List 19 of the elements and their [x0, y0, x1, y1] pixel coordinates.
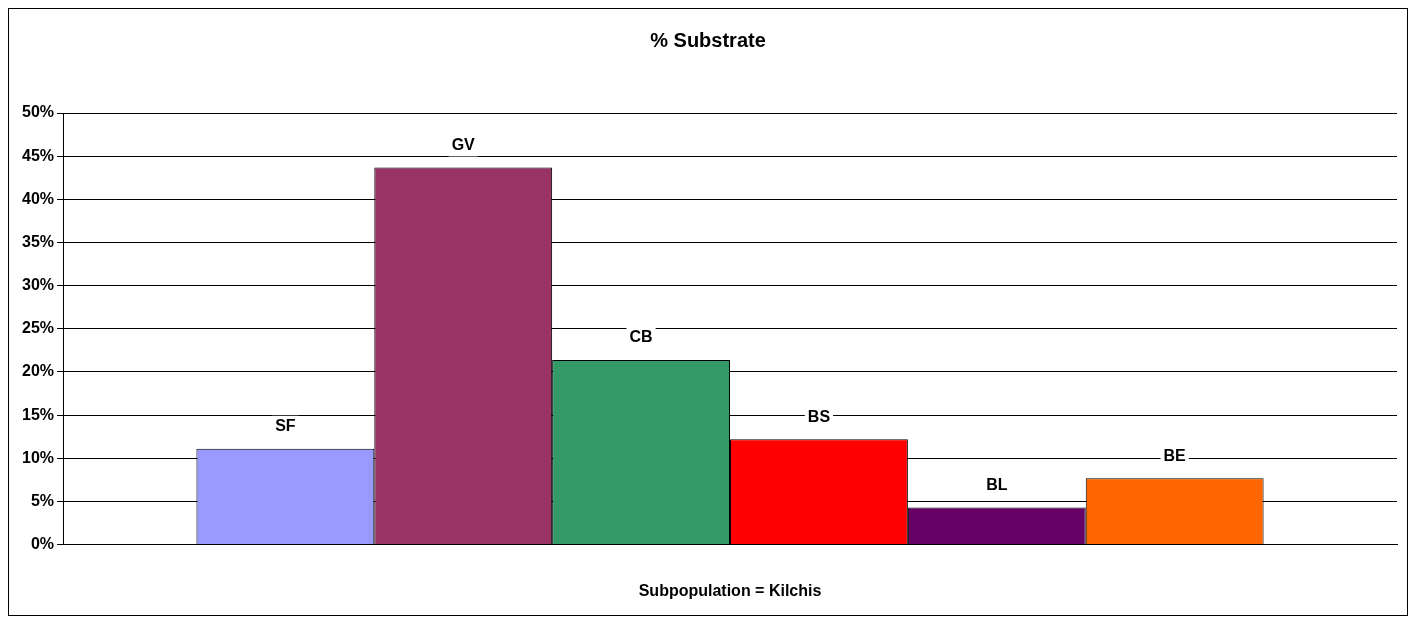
y-tick-label: 5%: [30, 491, 55, 509]
series-label: BE: [1163, 446, 1187, 464]
x-axis-title: Subpopulation = Kilchis: [638, 581, 822, 599]
y-tick-label: 10%: [21, 448, 55, 466]
y-tick-label: 45%: [21, 146, 55, 164]
y-tick-label: 30%: [21, 276, 55, 294]
series-label: BL: [986, 475, 1008, 493]
y-tick-label: 15%: [21, 405, 55, 423]
chart-title: % Substrate: [650, 28, 766, 51]
y-tick-label: 35%: [21, 232, 55, 250]
y-tick-label: 50%: [21, 103, 55, 121]
series-label: BS: [807, 407, 831, 425]
series-label: SF: [275, 417, 296, 435]
y-tick-label: 0%: [30, 535, 55, 553]
series-label: CB: [629, 328, 653, 346]
series-label: GV: [451, 135, 476, 153]
y-tick-label: 20%: [21, 362, 55, 380]
y-tick-label: 25%: [21, 319, 55, 337]
y-tick-label: 40%: [21, 189, 55, 207]
